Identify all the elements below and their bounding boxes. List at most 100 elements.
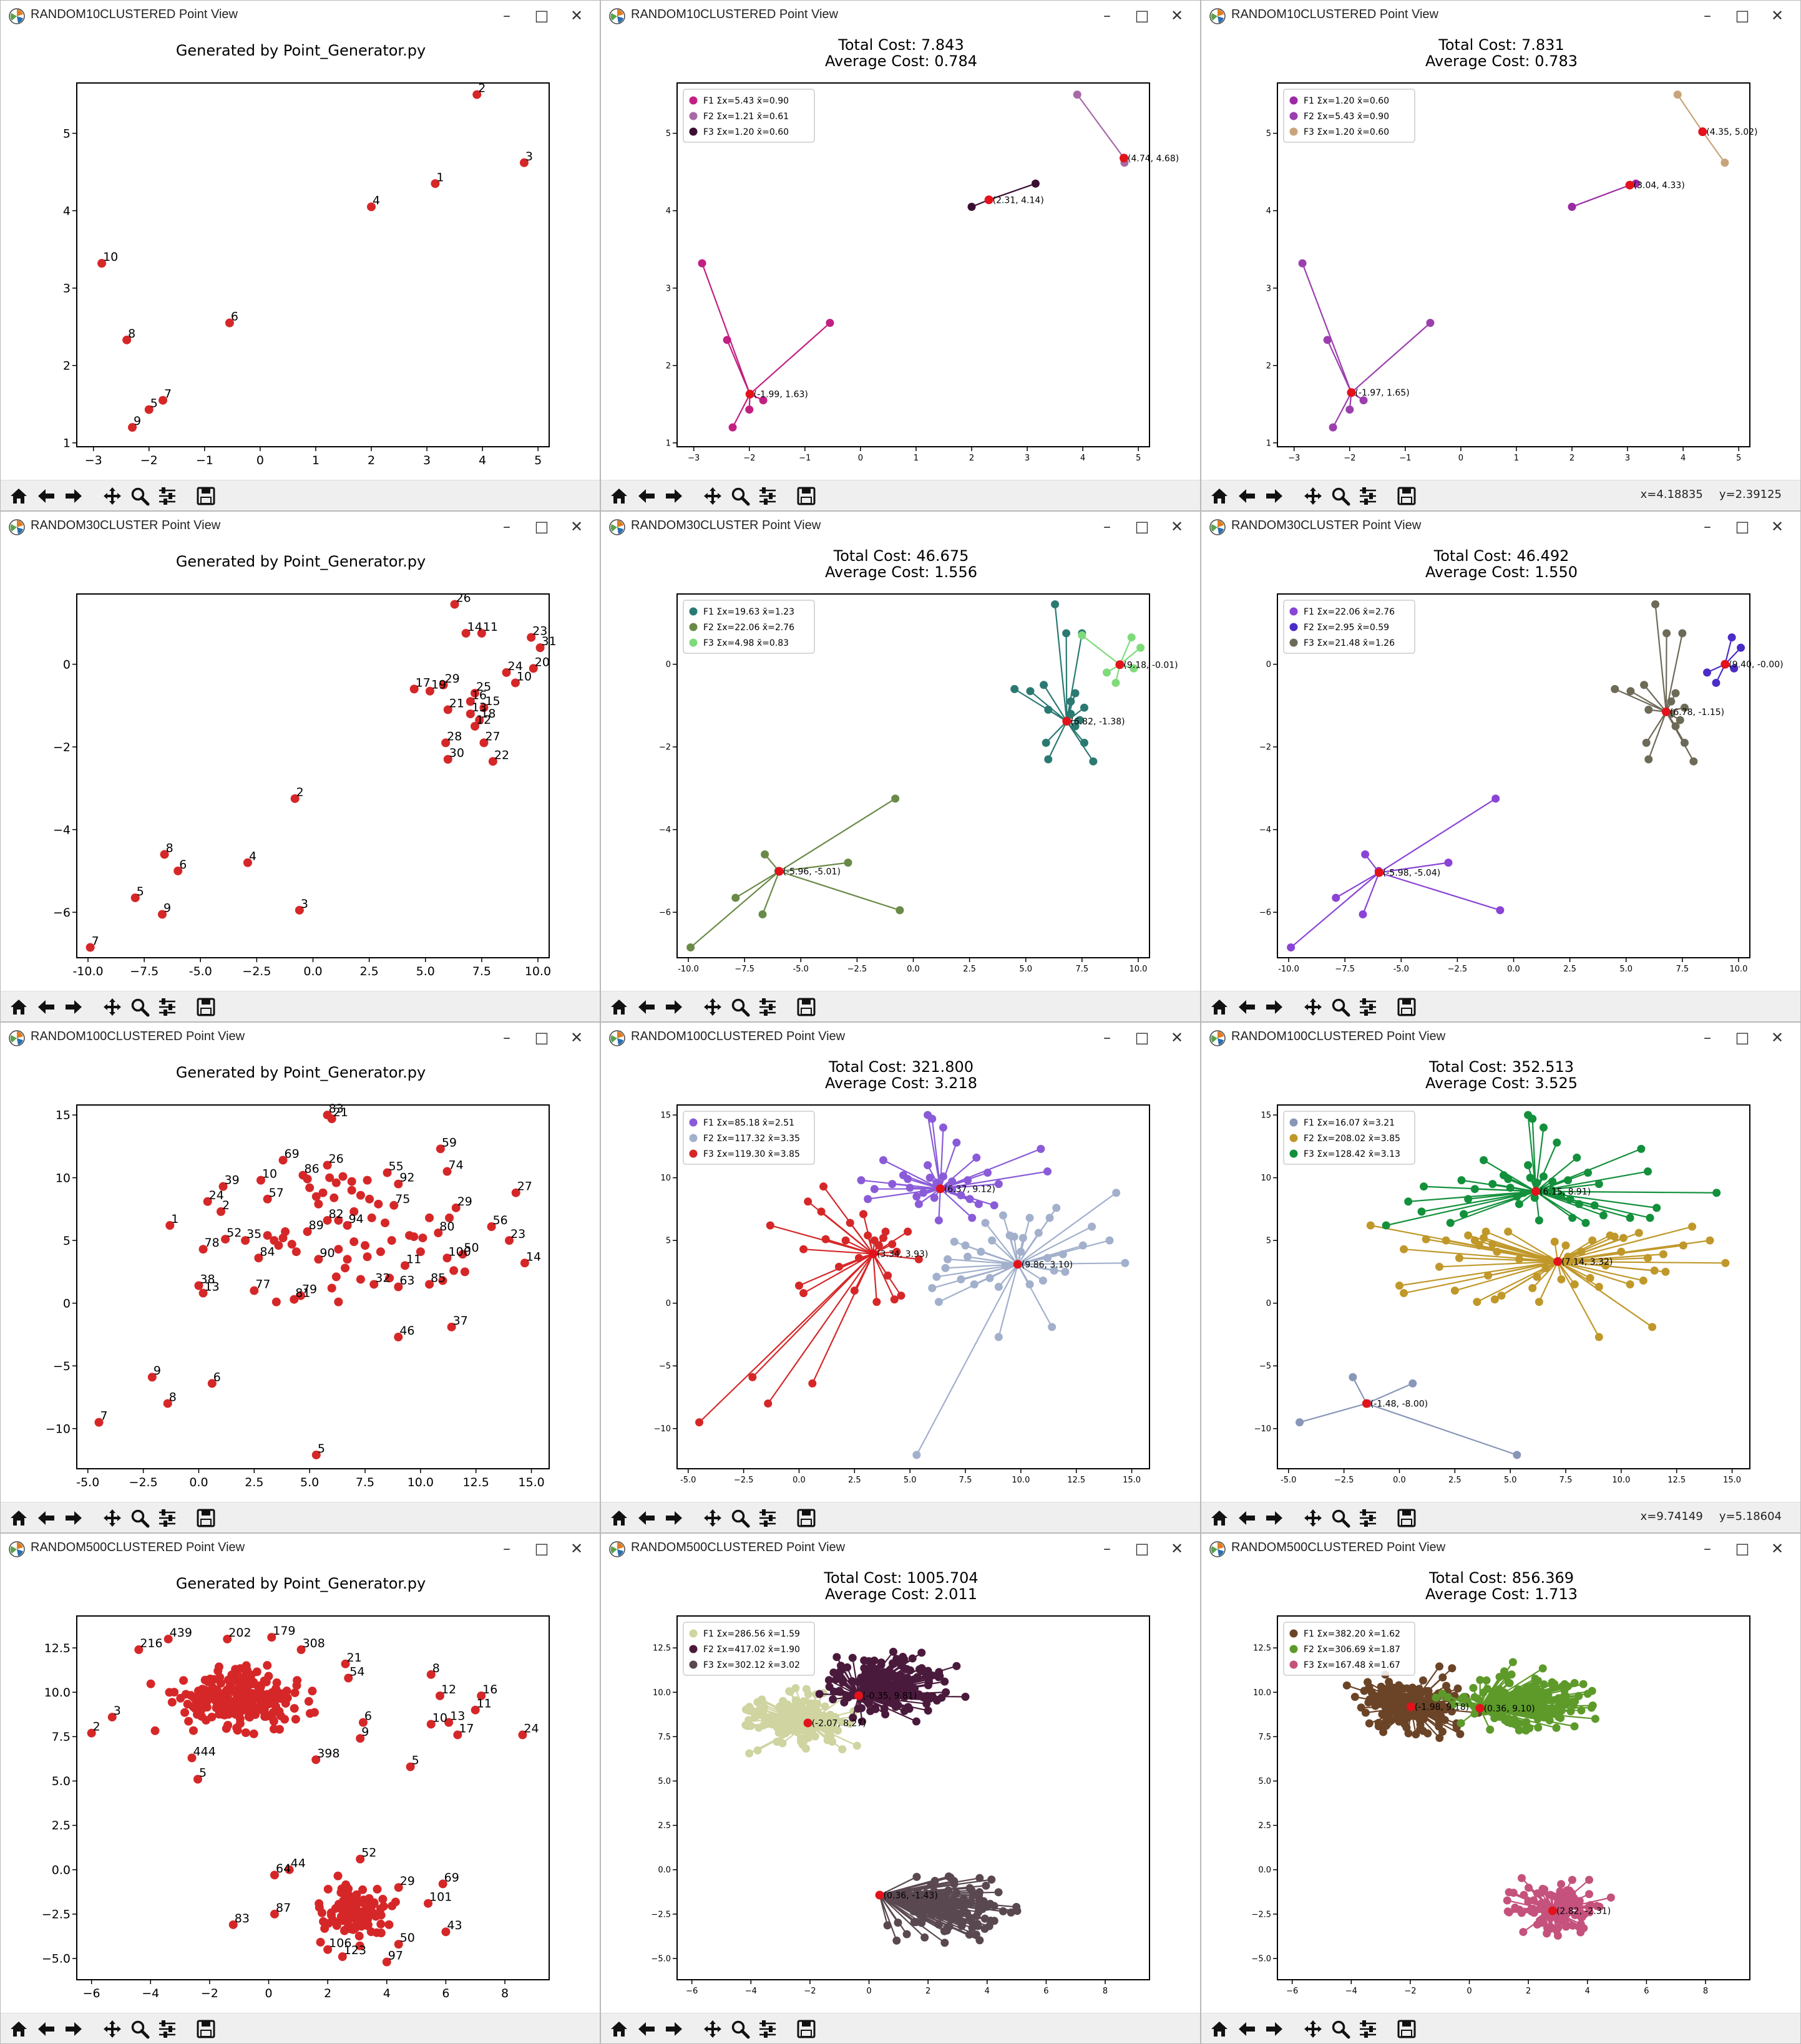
configure-subplots-icon[interactable] [1357,485,1379,507]
minimize-button[interactable]: – [1103,518,1111,535]
pan-icon[interactable] [102,2018,123,2040]
configure-subplots-icon[interactable] [757,996,778,1018]
forward-arrow-icon[interactable] [63,996,84,1018]
pan-icon[interactable] [102,485,123,507]
title-bar[interactable]: RANDOM100CLUSTERED Point View – □ ✕ [1201,1023,1800,1054]
minimize-button[interactable]: – [503,1029,510,1046]
back-arrow-icon[interactable] [636,1507,657,1529]
configure-subplots-icon[interactable] [757,485,778,507]
home-icon[interactable] [608,1507,630,1529]
maximize-button[interactable]: □ [1735,1029,1750,1046]
save-icon[interactable] [796,996,817,1018]
back-arrow-icon[interactable] [636,2018,657,2040]
plot-window[interactable]: RANDOM10CLUSTERED Point View – □ ✕ Total Cos… [600,0,1201,511]
back-arrow-icon[interactable] [36,996,57,1018]
title-bar[interactable]: RANDOM30CLUSTER Point View – □ ✕ [1,512,600,543]
zoom-icon[interactable] [129,1507,150,1529]
minimize-button[interactable]: – [1103,7,1111,24]
configure-subplots-icon[interactable] [157,485,178,507]
close-button[interactable]: ✕ [570,1540,583,1557]
zoom-icon[interactable] [129,2018,150,2040]
back-arrow-icon[interactable] [1236,1507,1257,1529]
zoom-icon[interactable] [1330,1507,1351,1529]
plot-window[interactable]: RANDOM100CLUSTERED Point View – □ ✕ Total Co… [1201,1022,1801,1533]
maximize-button[interactable]: □ [534,518,549,535]
configure-subplots-icon[interactable] [757,2018,778,2040]
back-arrow-icon[interactable] [636,485,657,507]
minimize-button[interactable]: – [1103,1540,1111,1557]
forward-arrow-icon[interactable] [63,2018,84,2040]
close-button[interactable]: ✕ [1770,518,1784,535]
chart[interactable]: Generated by Point_Generator.py234567891… [1,543,600,993]
configure-subplots-icon[interactable] [1357,996,1379,1018]
title-bar[interactable]: RANDOM10CLUSTERED Point View – □ ✕ [1,1,600,32]
maximize-button[interactable]: □ [534,1029,549,1046]
save-icon[interactable] [1396,1507,1417,1529]
close-button[interactable]: ✕ [1170,7,1184,24]
minimize-button[interactable]: – [1704,1540,1711,1557]
close-button[interactable]: ✕ [1170,1029,1184,1046]
pan-icon[interactable] [1302,2018,1324,2040]
close-button[interactable]: ✕ [1770,1029,1784,1046]
home-icon[interactable] [1209,2018,1230,2040]
back-arrow-icon[interactable] [36,485,57,507]
zoom-icon[interactable] [1330,2018,1351,2040]
title-bar[interactable]: RANDOM500CLUSTERED Point View – □ ✕ [1201,1534,1800,1565]
save-icon[interactable] [1396,2018,1417,2040]
plot-window[interactable]: RANDOM10CLUSTERED Point View – □ ✕ Generated… [0,0,600,511]
pan-icon[interactable] [702,485,723,507]
close-button[interactable]: ✕ [1770,1540,1784,1557]
back-arrow-icon[interactable] [1236,485,1257,507]
close-button[interactable]: ✕ [570,518,583,535]
zoom-icon[interactable] [730,1507,751,1529]
zoom-icon[interactable] [730,485,751,507]
configure-subplots-icon[interactable] [1357,1507,1379,1529]
zoom-icon[interactable] [129,485,150,507]
back-arrow-icon[interactable] [636,996,657,1018]
title-bar[interactable]: RANDOM10CLUSTERED Point View – □ ✕ [601,1,1200,32]
minimize-button[interactable]: – [503,1540,510,1557]
plot-window[interactable]: RANDOM500CLUSTERED Point View – □ ✕ Generate… [0,1533,600,2044]
maximize-button[interactable]: □ [1135,7,1149,24]
home-icon[interactable] [1209,485,1230,507]
maximize-button[interactable]: □ [1735,7,1750,24]
maximize-button[interactable]: □ [1135,518,1149,535]
close-button[interactable]: ✕ [1770,7,1784,24]
home-icon[interactable] [8,485,29,507]
back-arrow-icon[interactable] [1236,2018,1257,2040]
forward-arrow-icon[interactable] [1264,996,1285,1018]
forward-arrow-icon[interactable] [663,996,685,1018]
forward-arrow-icon[interactable] [63,485,84,507]
zoom-icon[interactable] [129,996,150,1018]
minimize-button[interactable]: – [1704,518,1711,535]
title-bar[interactable]: RANDOM100CLUSTERED Point View – □ ✕ [1,1023,600,1054]
title-bar[interactable]: RANDOM100CLUSTERED Point View – □ ✕ [601,1023,1200,1054]
chart[interactable]: Generated by Point_Generator.py123456789… [1,32,600,482]
home-icon[interactable] [8,996,29,1018]
pan-icon[interactable] [102,996,123,1018]
forward-arrow-icon[interactable] [1264,2018,1285,2040]
zoom-icon[interactable] [1330,996,1351,1018]
plot-window[interactable]: RANDOM30CLUSTER Point View – □ ✕ Total Cost:… [1201,511,1801,1022]
home-icon[interactable] [608,2018,630,2040]
plot-window[interactable]: RANDOM30CLUSTER Point View – □ ✕ Total Cost:… [600,511,1201,1022]
close-button[interactable]: ✕ [570,1029,583,1046]
save-icon[interactable] [195,2018,217,2040]
back-arrow-icon[interactable] [36,2018,57,2040]
title-bar[interactable]: RANDOM500CLUSTERED Point View – □ ✕ [1,1534,600,1565]
chart[interactable]: Generated by Point_Generator.py235810111… [1,1565,600,2015]
home-icon[interactable] [608,485,630,507]
forward-arrow-icon[interactable] [1264,485,1285,507]
plot-window[interactable]: RANDOM100CLUSTERED Point View – □ ✕ Total Co… [600,1022,1201,1533]
home-icon[interactable] [8,2018,29,2040]
home-icon[interactable] [608,996,630,1018]
save-icon[interactable] [796,1507,817,1529]
minimize-button[interactable]: – [1704,7,1711,24]
